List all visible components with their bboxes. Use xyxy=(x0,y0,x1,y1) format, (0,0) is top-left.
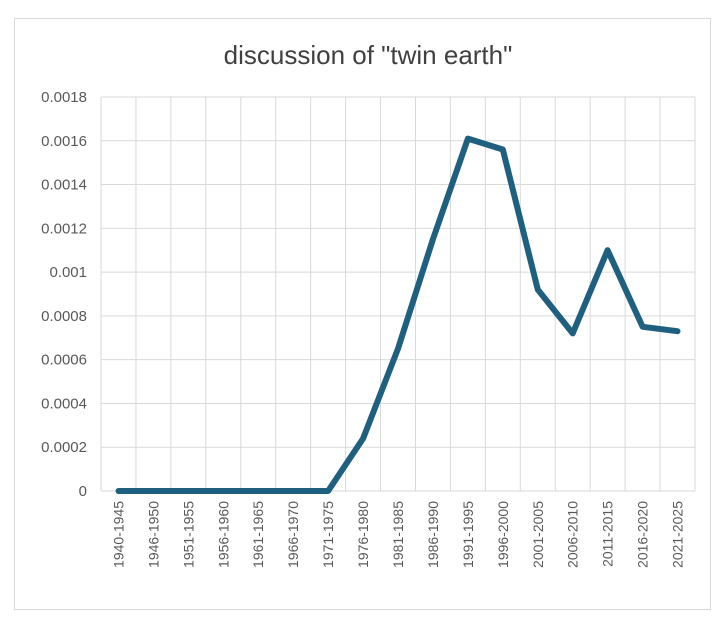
x-tick-label: 1991-1995 xyxy=(460,501,476,568)
chart-title: discussion of "twin earth" xyxy=(224,40,513,70)
y-tick-label: 0.0018 xyxy=(41,89,87,106)
chart-frame xyxy=(14,18,711,610)
y-tick-label: 0 xyxy=(79,483,87,500)
y-axis: 0 0.0002 0.0004 0.0006 0.0008 0.001 0.0012 0.00… xyxy=(41,89,87,500)
x-tick-label: 1951-1955 xyxy=(180,501,196,568)
series-line xyxy=(115,135,681,494)
y-tick-label: 0.0008 xyxy=(41,308,87,325)
x-tick-label: 2016-2020 xyxy=(635,501,651,568)
series-layer xyxy=(115,135,681,494)
x-tick-label: 2006-2010 xyxy=(565,501,581,568)
x-tick-label: 2001-2005 xyxy=(530,501,546,568)
y-tick-label: 0.001 xyxy=(49,264,87,281)
y-tick-label: 0.0012 xyxy=(41,220,87,237)
x-axis: 1940-1945 1946-1950 1951-1955 1956-1960 1961… xyxy=(110,501,685,568)
x-tick-label: 1981-1985 xyxy=(390,501,406,568)
x-tick-label: 2011-2015 xyxy=(600,501,616,567)
x-tick-label: 1946-1950 xyxy=(145,501,161,568)
x-tick-label: 1961-1965 xyxy=(250,501,266,568)
y-tick-label: 0.0006 xyxy=(41,352,87,369)
x-tick-label: 1986-1990 xyxy=(425,501,441,568)
y-tick-label: 0.0016 xyxy=(41,133,87,150)
x-tick-label: 1966-1970 xyxy=(285,501,301,568)
x-tick-label: 1956-1960 xyxy=(215,501,231,568)
y-tick-label: 0.0002 xyxy=(41,439,87,456)
x-tick-label: 1976-1980 xyxy=(355,501,371,568)
x-tick-label: 1940-1945 xyxy=(110,501,126,568)
x-tick-label: 1996-2000 xyxy=(495,501,511,568)
x-tick-label: 2021-2025 xyxy=(670,501,686,568)
grid xyxy=(100,96,696,492)
y-tick-label: 0.0014 xyxy=(41,177,87,194)
x-tick-label: 1971-1975 xyxy=(320,501,336,568)
y-tick-label: 0.0004 xyxy=(41,395,87,412)
